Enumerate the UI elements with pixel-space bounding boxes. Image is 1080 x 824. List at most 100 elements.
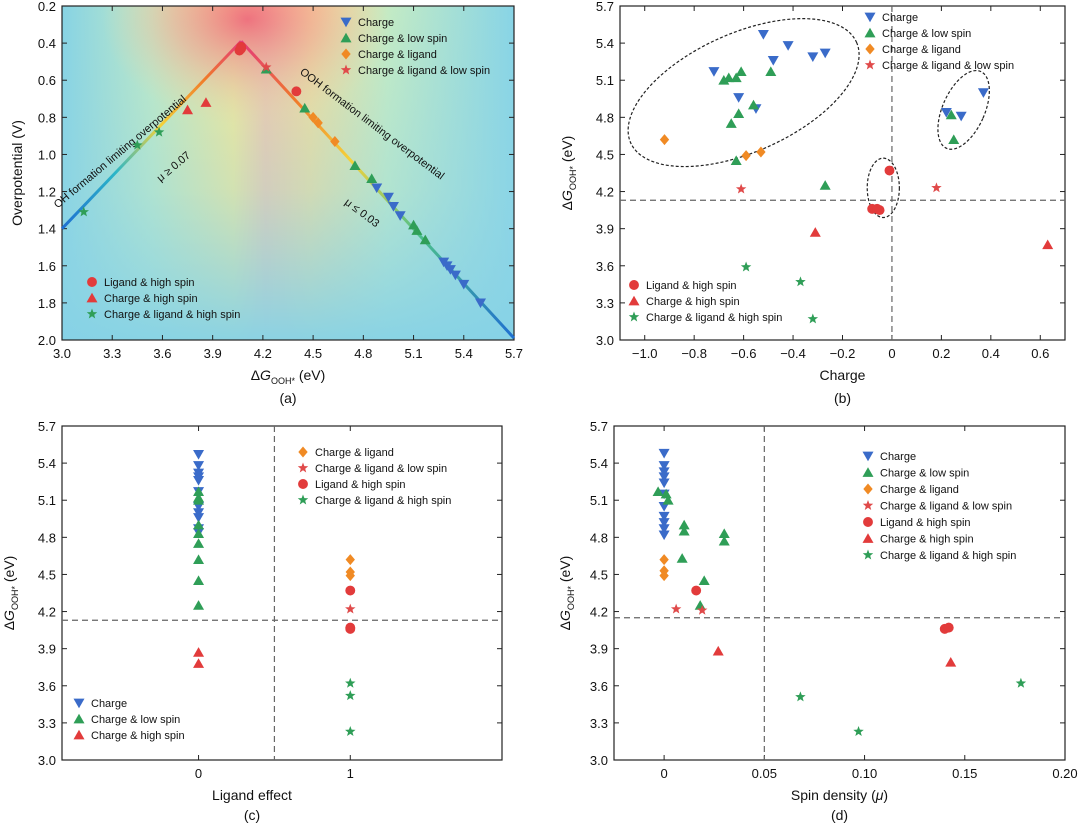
legend-b-bottom: Ligand & high spin Charge & high spin Char… (628, 280, 782, 324)
x-axis-label-c: Ligand effect (212, 787, 292, 803)
point-charge-and-low-spin (730, 155, 742, 166)
legend-label-charge-and-ligand-and-low-spin: Charge & ligand & low spin (315, 463, 447, 475)
point-charge (444, 265, 456, 275)
legend-marker-charge-and-ligand (341, 48, 351, 60)
panel-label-a: (a) (279, 390, 296, 406)
y-tick-label: 0.4 (38, 36, 56, 51)
point-charge-and-ligand (345, 570, 355, 582)
series-charge-and-ligand (308, 111, 340, 147)
point-charge-and-ligand-and-high-spin (132, 139, 143, 150)
x-tick-label: 0.6 (1031, 346, 1049, 361)
legend-marker-charge-and-ligand (865, 43, 875, 55)
point-charge-and-low-spin (193, 486, 205, 496)
point-charge-and-low-spin (725, 118, 737, 128)
point-charge (449, 270, 461, 281)
point-charge-and-low-spin (733, 108, 745, 119)
point-charge-and-ligand-and-low-spin (931, 182, 942, 193)
point-charge-and-ligand-and-high-spin (740, 261, 752, 272)
x-tick-label: 1 (347, 766, 354, 781)
legend-label-ligand-and-high-spin: Ligand & high spin (646, 280, 737, 292)
legend-marker-charge-and-high-spin (73, 729, 85, 740)
series-charge-and-ligand (659, 134, 766, 162)
series-charge-and-high-spin (193, 647, 205, 668)
legend-marker-ligand-and-high-spin (298, 479, 308, 489)
legend-label-charge-and-ligand: Charge & ligand (358, 49, 437, 61)
point-charge (475, 298, 487, 309)
point-charge-and-high-spin (200, 97, 212, 107)
point-charge (193, 508, 205, 518)
point-charge-and-ligand-and-high-spin (1015, 677, 1027, 688)
legend-marker-ligand-and-high-spin (87, 277, 97, 287)
point-charge-and-high-spin (945, 657, 957, 667)
point-charge-and-low-spin (193, 600, 205, 610)
point-charge (782, 41, 794, 51)
y-tick-label: 3.6 (590, 679, 608, 694)
x-tick-label: 5.1 (405, 346, 423, 361)
x-tick-label: 0 (888, 346, 895, 361)
cluster-ellipse-right (937, 69, 990, 150)
point-charge-and-low-spin (678, 519, 690, 530)
point-charge-and-ligand-and-low-spin (670, 603, 682, 614)
legend-a-top: Charge Charge & low spin Charge & ligand Ch… (340, 17, 490, 77)
point-charge-and-low-spin (193, 519, 205, 530)
legend-label-charge-and-ligand-and-low-spin: Charge & ligand & low spin (880, 501, 1012, 513)
point-charge-and-ligand-and-low-spin (735, 183, 747, 194)
x-tick-label: 0.4 (982, 346, 1000, 361)
legend-marker-charge-and-ligand (298, 446, 308, 458)
x-tick-label: 3.9 (204, 346, 222, 361)
point-charge-and-high-spin (1042, 239, 1054, 250)
legend-marker-charge-and-ligand-and-low-spin (862, 500, 874, 510)
point-charge (977, 88, 989, 98)
legend-marker-charge-and-low-spin (340, 32, 352, 43)
point-ligand-and-high-spin (874, 205, 885, 216)
series-charge (371, 183, 487, 309)
series-charge-and-ligand-and-high-spin (795, 677, 1027, 736)
legend-marker-charge (862, 451, 874, 462)
point-charge-and-ligand-and-high-spin (78, 206, 89, 217)
legend-marker-charge-and-high-spin (628, 295, 640, 306)
legend-label-charge: Charge (880, 451, 916, 463)
legend-label-charge-and-ligand: Charge & ligand (315, 447, 394, 459)
y-tick-label: 5.1 (590, 493, 608, 508)
y-tick-label: 1.2 (38, 185, 56, 200)
legend-marker-charge-and-ligand-and-high-spin (297, 494, 309, 505)
point-charge-and-ligand (659, 554, 669, 566)
series-charge-and-ligand-and-low-spin (345, 603, 356, 614)
series-ligand-and-high-spin (345, 585, 356, 634)
y-tick-label: 3.3 (590, 716, 608, 731)
legend-label-charge-and-ligand-and-high-spin: Charge & ligand & high spin (880, 550, 1016, 562)
point-charge-and-ligand (308, 111, 318, 123)
series-charge-and-low-spin (718, 66, 960, 190)
x-tick-label: −0.8 (681, 346, 707, 361)
series-charge-and-low-spin (193, 486, 205, 610)
point-charge (193, 476, 205, 486)
point-ligand-and-high-spin (236, 43, 247, 54)
legend-label-charge-and-high-spin: Charge & high spin (646, 296, 740, 308)
legend-label-ligand-and-high-spin: Ligand & high spin (315, 479, 406, 491)
legend-d: Charge Charge & low spin Charge & ligand Ch… (862, 451, 1016, 562)
x-tick-label: 0 (195, 766, 202, 781)
legend-label-charge-and-ligand-and-high-spin: Charge & ligand & high spin (315, 495, 451, 507)
point-charge-and-ligand-and-high-spin (795, 276, 806, 287)
y-tick-label: 5.7 (38, 419, 56, 434)
legend-label-charge: Charge (358, 17, 394, 29)
point-charge (658, 448, 670, 459)
cluster-ellipse-center (866, 157, 900, 219)
y-tick-label: 1.6 (38, 259, 56, 274)
series-charge-and-ligand-and-high-spin (78, 126, 165, 217)
x-tick-label: 5.7 (505, 346, 523, 361)
legend-marker-charge (864, 12, 876, 23)
x-tick-label: 4.8 (354, 346, 372, 361)
y-tick-label: 3.6 (596, 259, 614, 274)
series-charge-and-high-spin (712, 645, 957, 667)
point-charge-and-low-spin (366, 173, 378, 183)
point-charge-and-ligand (330, 135, 340, 147)
series-charge-and-high-spin (809, 227, 1054, 250)
point-charge-and-ligand (741, 150, 751, 162)
legend-marker-charge-and-high-spin (862, 533, 874, 543)
point-charge (658, 461, 670, 471)
point-charge-and-high-spin (182, 104, 194, 115)
y-tick-label: 3.3 (38, 716, 56, 731)
x-tick-label: 0 (660, 766, 667, 781)
